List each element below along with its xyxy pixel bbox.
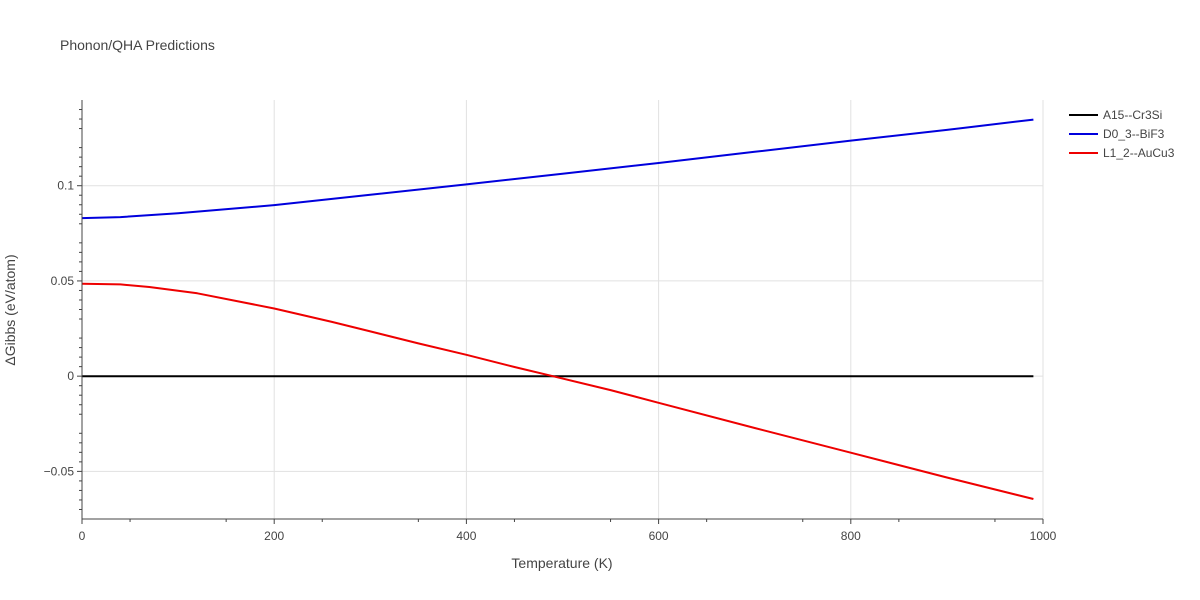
y-tick-label: −0.05: [44, 464, 75, 478]
x-tick-label: 800: [841, 529, 861, 543]
x-tick-label: 1000: [1030, 529, 1057, 543]
y-axis-ticks: −0.05 0 0.05 0.1: [44, 109, 82, 510]
legend-label: L1_2--AuCu3: [1103, 146, 1175, 160]
series-lines: [81, 118, 1034, 500]
series-line-2: [81, 282, 1034, 500]
legend-label: D0_3--BiF3: [1103, 127, 1165, 141]
legend-label: A15--Cr3Si: [1103, 108, 1162, 122]
legend: A15--Cr3Si D0_3--BiF3 L1_2--AuCu3: [1069, 108, 1175, 160]
y-tick-label: 0.05: [51, 274, 75, 288]
x-axis-ticks: 0 200 400 600 800 1000: [79, 519, 1057, 543]
x-tick-label: 200: [264, 529, 284, 543]
x-axis-title: Temperature (K): [511, 555, 612, 571]
chart-title: Phonon/QHA Predictions: [60, 37, 215, 53]
series-line-1: [81, 118, 1034, 220]
x-tick-label: 600: [649, 529, 669, 543]
y-tick-label: 0.1: [57, 179, 74, 193]
y-tick-label: 0: [67, 369, 74, 383]
y-axis-title: ΔGibbs (eV/atom): [2, 254, 18, 365]
x-tick-label: 400: [456, 529, 476, 543]
x-tick-label: 0: [79, 529, 86, 543]
